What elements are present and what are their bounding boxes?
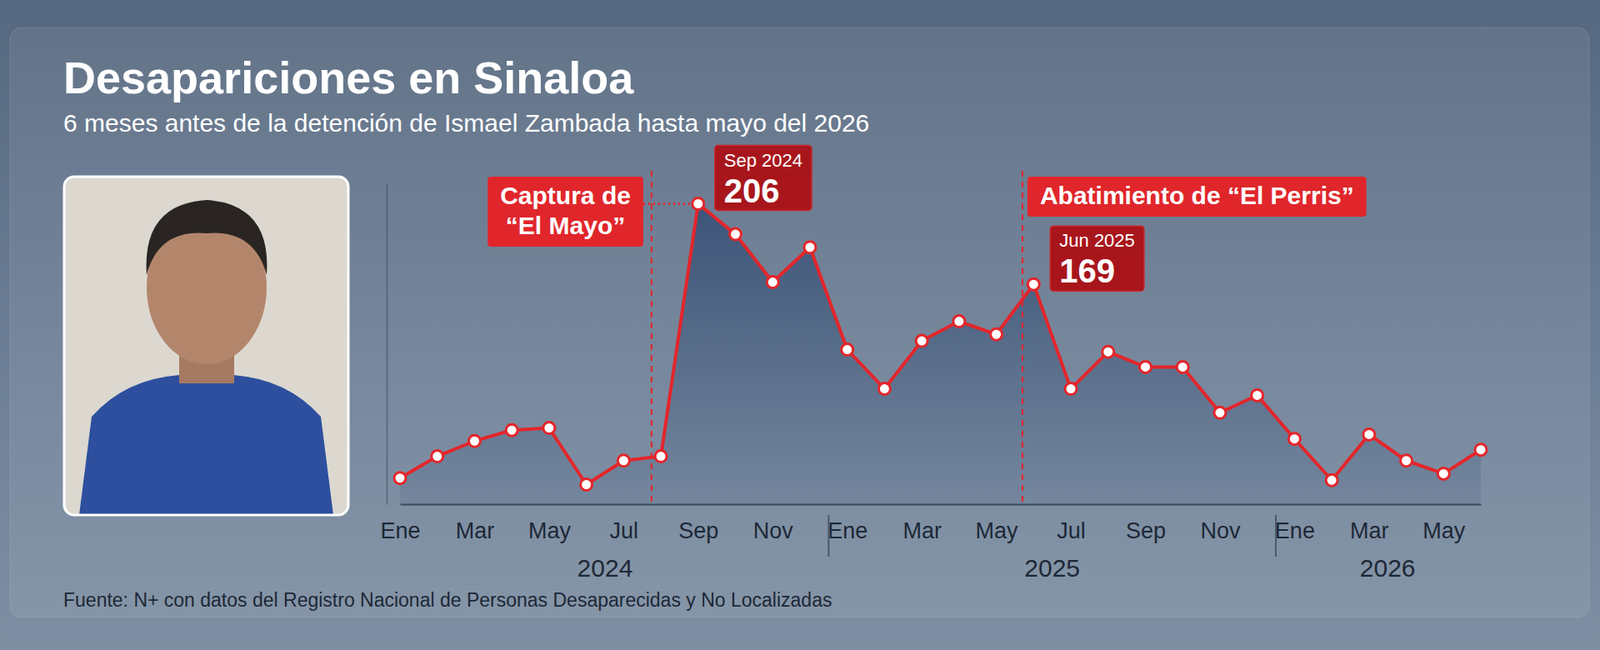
event-label-line: Abatimiento de “El Perris” xyxy=(1040,181,1355,210)
value-label-date: Jun 2025 xyxy=(1059,230,1135,251)
source: Fuente: N+ con datos del Registro Nacion… xyxy=(63,589,832,611)
point xyxy=(1027,278,1040,290)
event-label-line: “El Mayo” xyxy=(505,211,625,240)
event-label-box xyxy=(487,176,644,247)
event-label-line: Captura de xyxy=(500,181,631,210)
point xyxy=(617,455,630,467)
point xyxy=(1065,383,1077,395)
event-label: Abatimiento de “El Perris” xyxy=(1027,176,1367,217)
point xyxy=(841,344,854,356)
x-tick-label: May xyxy=(528,518,572,544)
photo xyxy=(64,176,349,515)
point xyxy=(953,315,965,328)
value-label: Sep 2024206 xyxy=(715,145,812,211)
x-tick: Sep xyxy=(1125,504,1166,544)
point xyxy=(655,450,667,463)
x-tick-label: Mar xyxy=(455,518,495,544)
x-tick: Mar xyxy=(902,504,942,544)
point xyxy=(730,228,742,240)
title: Desapariciones en Sinaloa xyxy=(63,52,635,103)
point xyxy=(1475,444,1487,456)
event-label-text: Captura de“El Mayo” xyxy=(500,181,631,240)
event-line xyxy=(650,170,653,505)
x-tick-label: May xyxy=(975,518,1020,544)
chart-canvas: Desapariciones en Sinaloa 6 meses antes d… xyxy=(0,0,1600,650)
event-line xyxy=(1021,170,1024,505)
x-tick: Ene xyxy=(1275,504,1315,544)
x-tick-label: Nov xyxy=(1200,518,1241,544)
point xyxy=(505,424,518,436)
point xyxy=(580,478,593,490)
value-label-number: 169 xyxy=(1059,252,1115,290)
x-tick: Ene xyxy=(380,504,420,544)
x-tick: Jul xyxy=(610,504,640,544)
x-tick: May xyxy=(975,504,1020,544)
x-group-separator xyxy=(1275,515,1277,557)
point xyxy=(1400,455,1413,467)
subtitle: 6 meses antes de la detención de Ismael … xyxy=(63,109,870,137)
card xyxy=(10,27,1590,618)
photo-hair xyxy=(146,200,268,275)
x-axis: Ene Mar May Jul Sep Nov Ene Mar May Jul Sep Nov Ene M… xyxy=(380,504,1481,544)
point xyxy=(878,383,890,395)
x-tick-label: Ene xyxy=(380,518,420,544)
x-tick: May xyxy=(1422,504,1466,544)
point xyxy=(431,450,444,463)
area xyxy=(400,204,1481,505)
point xyxy=(1102,345,1115,358)
x-tick: Mar xyxy=(1350,504,1390,544)
y-axis-line xyxy=(386,185,389,505)
value-label-box xyxy=(715,145,812,211)
x-group-label: 2024 xyxy=(577,554,634,582)
x-tick: Mar xyxy=(455,504,495,544)
point xyxy=(394,472,406,485)
photo-bg xyxy=(64,176,349,515)
x-tick: Nov xyxy=(1200,504,1241,544)
x-tick-label: Mar xyxy=(1350,518,1390,544)
point xyxy=(1363,428,1375,440)
x-tick-label: Nov xyxy=(753,518,795,544)
event-label-text: Abatimiento de “El Perris” xyxy=(1040,181,1355,210)
value-label: Jun 2025169 xyxy=(1050,225,1145,291)
point xyxy=(1325,474,1338,486)
photo-shirt xyxy=(79,375,334,515)
point xyxy=(1214,406,1226,419)
x-tick-label: Mar xyxy=(902,518,942,544)
y-axis xyxy=(386,185,388,505)
x-tick: May xyxy=(528,504,572,544)
event-label: Captura de“El Mayo” xyxy=(487,176,644,247)
x-tick-label: Ene xyxy=(1275,518,1315,544)
point xyxy=(990,328,1003,340)
point xyxy=(804,241,816,254)
x-group-label: 2026 xyxy=(1360,554,1416,582)
x-tick-label: Ene xyxy=(827,518,868,544)
point xyxy=(1288,433,1300,445)
x-tick-label: Jul xyxy=(610,518,640,544)
photo-frame xyxy=(64,176,349,515)
value-label-box xyxy=(1050,225,1145,291)
point xyxy=(468,435,480,447)
x-tick: Ene xyxy=(827,504,868,544)
value-label-number: 206 xyxy=(724,172,780,210)
x-tick: Jul xyxy=(1056,504,1086,544)
x-tick-label: Sep xyxy=(678,518,719,544)
x-group-separator xyxy=(827,515,830,557)
connector xyxy=(643,202,691,205)
x-tick-label: Sep xyxy=(1125,518,1166,544)
point xyxy=(1139,360,1151,373)
value-label-date: Sep 2024 xyxy=(724,150,803,171)
event-label-box xyxy=(1027,176,1367,217)
x-tick: Sep xyxy=(678,504,719,544)
x-tick-label: Jul xyxy=(1056,518,1086,544)
point xyxy=(692,198,705,210)
x-tick-label: May xyxy=(1422,518,1466,544)
point xyxy=(1251,389,1264,401)
point xyxy=(1176,360,1189,373)
point xyxy=(915,335,928,347)
x-group-label: 2025 xyxy=(1024,554,1080,582)
point xyxy=(543,422,555,435)
point xyxy=(1437,467,1450,480)
point xyxy=(766,276,779,289)
x-tick: Nov xyxy=(753,504,795,544)
